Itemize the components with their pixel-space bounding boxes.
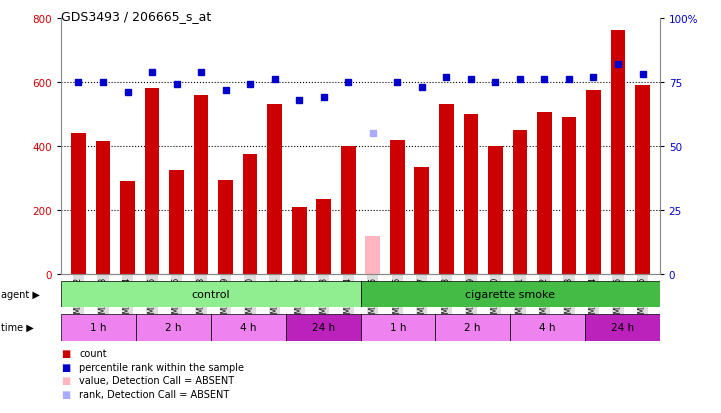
Text: time ▶: time ▶ xyxy=(1,322,34,332)
Bar xyxy=(61,314,136,341)
Bar xyxy=(611,31,625,275)
Text: 1 h: 1 h xyxy=(90,322,107,332)
Text: percentile rank within the sample: percentile rank within the sample xyxy=(79,362,244,372)
Text: control: control xyxy=(192,289,230,299)
Bar xyxy=(341,147,355,275)
Bar xyxy=(366,236,380,275)
Text: 2 h: 2 h xyxy=(165,322,182,332)
Bar xyxy=(218,180,233,275)
Text: 24 h: 24 h xyxy=(311,322,335,332)
Bar xyxy=(635,86,650,275)
Bar xyxy=(61,281,360,308)
Bar xyxy=(136,314,211,341)
Bar xyxy=(194,95,208,275)
Bar xyxy=(360,314,435,341)
Bar xyxy=(71,134,86,275)
Bar xyxy=(317,199,331,275)
Text: rank, Detection Call = ABSENT: rank, Detection Call = ABSENT xyxy=(79,389,229,399)
Bar xyxy=(586,90,601,275)
Bar xyxy=(286,314,360,341)
Text: 1 h: 1 h xyxy=(389,322,406,332)
Bar xyxy=(415,167,429,275)
Bar xyxy=(267,105,282,275)
Bar xyxy=(360,281,660,308)
Text: 4 h: 4 h xyxy=(539,322,556,332)
Text: ■: ■ xyxy=(61,362,71,372)
Text: 24 h: 24 h xyxy=(611,322,634,332)
Bar xyxy=(513,131,527,275)
Bar xyxy=(488,147,503,275)
Text: ■: ■ xyxy=(61,389,71,399)
Bar xyxy=(464,115,478,275)
Text: agent ▶: agent ▶ xyxy=(1,289,40,299)
Text: GDS3493 / 206665_s_at: GDS3493 / 206665_s_at xyxy=(61,10,211,23)
Text: count: count xyxy=(79,348,107,358)
Bar xyxy=(211,314,286,341)
Bar xyxy=(390,140,404,275)
Bar xyxy=(120,182,135,275)
Text: value, Detection Call = ABSENT: value, Detection Call = ABSENT xyxy=(79,375,234,385)
Bar xyxy=(292,207,306,275)
Text: ■: ■ xyxy=(61,348,71,358)
Bar xyxy=(537,113,552,275)
Bar xyxy=(169,171,184,275)
Bar xyxy=(439,105,454,275)
Text: 2 h: 2 h xyxy=(464,322,481,332)
Bar xyxy=(96,142,110,275)
Bar xyxy=(585,314,660,341)
Bar xyxy=(145,89,159,275)
Text: cigarette smoke: cigarette smoke xyxy=(465,289,555,299)
Bar xyxy=(510,314,585,341)
Text: ■: ■ xyxy=(61,375,71,385)
Bar xyxy=(562,118,576,275)
Bar xyxy=(243,154,257,275)
Text: 4 h: 4 h xyxy=(240,322,257,332)
Bar xyxy=(435,314,510,341)
